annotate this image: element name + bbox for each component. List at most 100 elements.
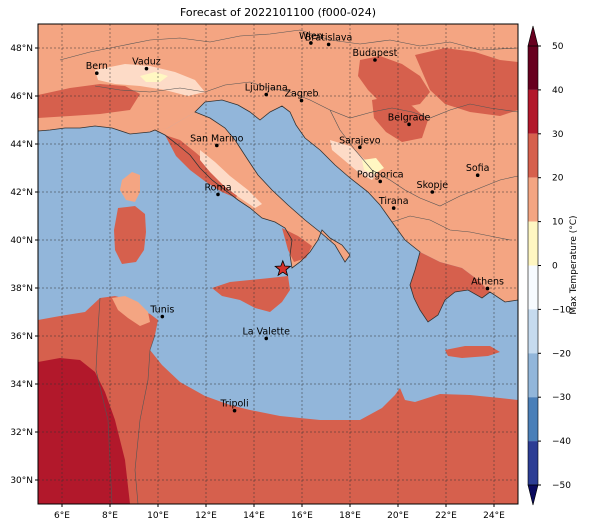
city-dot bbox=[216, 192, 220, 197]
city-label: Ljubljana bbox=[245, 83, 288, 94]
lat-tick-label: 48°N bbox=[10, 44, 33, 54]
lon-tick-label: 10°E bbox=[147, 511, 169, 521]
lon-tick-label: 8°E bbox=[102, 511, 118, 521]
land-sicily bbox=[212, 276, 290, 312]
city-label: Roma bbox=[204, 182, 231, 193]
colorbar-band bbox=[528, 353, 538, 398]
city-dot bbox=[309, 41, 313, 45]
forecast-point-star-icon bbox=[274, 259, 292, 277]
lat-tick-label: 42°N bbox=[10, 188, 33, 198]
lon-tick-label: 14°E bbox=[243, 511, 265, 521]
city-dot bbox=[215, 143, 219, 148]
lat-tick-label: 32°N bbox=[10, 428, 33, 438]
city-label: Bratislava bbox=[305, 32, 352, 43]
border-libya-tunisia bbox=[134, 334, 156, 504]
city-label: La Valette bbox=[242, 326, 290, 337]
colorbar-tick-label: 0 bbox=[552, 262, 558, 272]
colorbar-band bbox=[528, 397, 538, 442]
city-label: Sofia bbox=[466, 163, 490, 174]
city-dot bbox=[391, 206, 396, 210]
colorbar-tick-label: −40 bbox=[552, 437, 571, 447]
latitude-ticks: 30°N 32°N 34°N 36°N 38°N 40°N 42°N 44°N 46°N 48°N bbox=[10, 44, 38, 486]
city-label: Tunis bbox=[149, 305, 174, 316]
warm-coast-tunisia bbox=[112, 296, 150, 326]
lat-tick-label: 34°N bbox=[10, 380, 33, 390]
city-label: Budapest bbox=[352, 48, 397, 59]
colorbar-band bbox=[528, 133, 538, 178]
city-label: Vaduz bbox=[132, 57, 161, 68]
colorbar-extend-top bbox=[527, 25, 539, 47]
colorbar: 50 40 30 20 10 0 −10 −20 −30 −40 −50 bbox=[527, 25, 571, 506]
land-crete bbox=[445, 346, 500, 358]
city-label: Athens bbox=[471, 276, 504, 287]
coastline bbox=[38, 99, 518, 323]
city-label: Wien bbox=[299, 31, 323, 42]
lon-tick-label: 20°E bbox=[387, 511, 409, 521]
lat-tick-label: 44°N bbox=[10, 140, 33, 150]
city-dot bbox=[485, 286, 490, 291]
colorbar-tick-label: −10 bbox=[552, 305, 571, 315]
colorbar-tick-label: 50 bbox=[552, 42, 564, 52]
colorbar-tick-label: −20 bbox=[552, 349, 571, 359]
colorbar-label: Max Temperature (°C) bbox=[569, 215, 579, 314]
border-balkans-inner bbox=[329, 109, 518, 207]
hot-region-alps-west bbox=[38, 84, 140, 118]
city-dot bbox=[95, 71, 99, 75]
longitude-ticks: 6°E 8°E 10°E 12°E 14°E 16°E 18°E 20°E 22°E 24°E bbox=[54, 504, 505, 521]
cold-region-montenegro bbox=[362, 158, 384, 174]
hot-region-sahara bbox=[38, 358, 130, 504]
colorbar-band bbox=[528, 46, 538, 90]
colorbar-tick-label: −30 bbox=[552, 393, 571, 403]
lat-tick-label: 36°N bbox=[10, 332, 33, 342]
lon-tick-label: 6°E bbox=[54, 511, 70, 521]
lon-tick-label: 16°E bbox=[291, 511, 313, 521]
city-label: Skopje bbox=[417, 180, 449, 191]
lat-tick-label: 30°N bbox=[10, 476, 33, 486]
colorbar-band bbox=[528, 265, 538, 310]
colorbar-tick-label: 30 bbox=[552, 130, 564, 140]
city-label: Bern bbox=[86, 61, 108, 72]
lat-tick-label: 40°N bbox=[10, 236, 33, 246]
border-greece bbox=[391, 215, 511, 241]
city-label: Tripoli bbox=[220, 399, 249, 410]
city-dot bbox=[264, 336, 269, 341]
cool-region-apennines bbox=[200, 150, 262, 208]
colorbar-tick-label: 40 bbox=[552, 86, 564, 96]
colorbar-band bbox=[528, 441, 538, 485]
colorbar-band bbox=[528, 89, 538, 134]
city-dot bbox=[299, 98, 304, 103]
border-algeria bbox=[95, 297, 113, 504]
lat-tick-label: 46°N bbox=[10, 92, 33, 102]
land-italy bbox=[155, 112, 350, 268]
lon-tick-label: 18°E bbox=[339, 511, 361, 521]
city-dot bbox=[378, 179, 383, 184]
city-label: Belgrade bbox=[388, 112, 431, 123]
city-dot bbox=[326, 42, 331, 47]
hot-region-north-east bbox=[415, 48, 518, 116]
city-label: Podgorica bbox=[357, 169, 404, 180]
lon-tick-label: 22°E bbox=[435, 511, 457, 521]
city-label: Sarajevo bbox=[339, 135, 381, 146]
map-title: Forecast of 2022101100 (f000-024) bbox=[179, 6, 377, 19]
colorbar-band bbox=[528, 309, 538, 354]
cold-region-alps-peak bbox=[140, 72, 168, 82]
borders bbox=[38, 29, 518, 504]
lon-tick-label: 12°E bbox=[195, 511, 217, 521]
border-balkans bbox=[269, 87, 518, 119]
city-dot bbox=[373, 58, 377, 62]
city-dot bbox=[407, 122, 411, 127]
colorbar-extend-bottom bbox=[527, 484, 539, 506]
colorbar-tick-label: −50 bbox=[552, 481, 571, 491]
colorbar-band bbox=[528, 177, 538, 222]
land-greece bbox=[410, 252, 490, 322]
city-dot bbox=[430, 190, 435, 194]
border-central-europe bbox=[59, 29, 518, 61]
map-frame bbox=[37, 23, 519, 505]
city-dot bbox=[264, 92, 269, 97]
city-dot bbox=[475, 173, 480, 177]
city-dot bbox=[232, 408, 237, 413]
lat-tick-label: 38°N bbox=[10, 284, 33, 294]
land-sardinia bbox=[114, 206, 146, 264]
city-dot bbox=[160, 314, 165, 319]
